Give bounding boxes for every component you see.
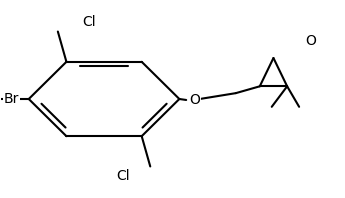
Text: O: O bbox=[189, 93, 200, 107]
Text: O: O bbox=[306, 34, 316, 48]
Text: Br: Br bbox=[4, 92, 19, 106]
Text: Cl: Cl bbox=[116, 169, 130, 183]
Text: Cl: Cl bbox=[82, 15, 96, 29]
